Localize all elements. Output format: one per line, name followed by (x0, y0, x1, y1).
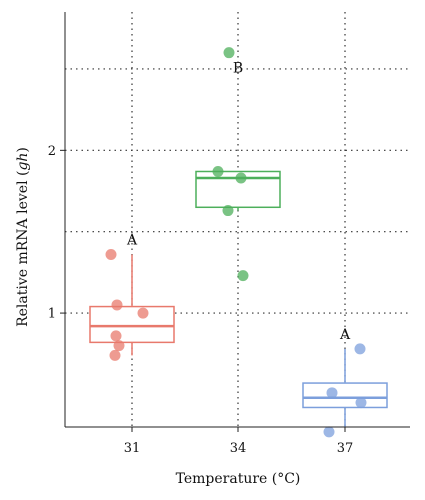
significance-letter-31: A (126, 232, 138, 248)
data-point-37 (323, 426, 335, 438)
data-point-31 (105, 248, 117, 260)
data-point-37 (326, 387, 338, 399)
data-point-37 (354, 343, 366, 355)
data-point-34 (237, 270, 249, 282)
data-point-34 (235, 172, 247, 184)
box-group (89, 170, 388, 427)
y-axis-label: Relative mRNA level (gh) (15, 147, 31, 327)
y-tick-label: 1 (48, 307, 56, 322)
axes: 1 2 31 34 37 (48, 12, 410, 456)
x-tick-label: 37 (337, 441, 354, 456)
x-axis-label: Temperature (°C) (176, 471, 301, 487)
x-tick-label: 34 (230, 441, 247, 456)
data-point-34 (222, 205, 234, 217)
data-point-34 (212, 165, 224, 177)
data-points (105, 47, 367, 438)
data-point-31 (109, 349, 121, 361)
box-31 (89, 305, 175, 344)
data-point-31 (137, 307, 149, 319)
data-point-31 (110, 330, 122, 342)
data-point-34 (223, 47, 235, 59)
y-tick-label: 2 (48, 144, 56, 159)
significance-letter-34: B (233, 61, 243, 77)
data-point-31 (111, 299, 123, 311)
data-point-37 (355, 397, 367, 409)
significance-letter-37: A (339, 327, 351, 343)
x-tick-label: 31 (124, 441, 141, 456)
significance-letters: A B A (126, 61, 351, 343)
data-point-31 (113, 340, 125, 352)
box-37 (302, 382, 388, 409)
gridlines (65, 12, 410, 427)
